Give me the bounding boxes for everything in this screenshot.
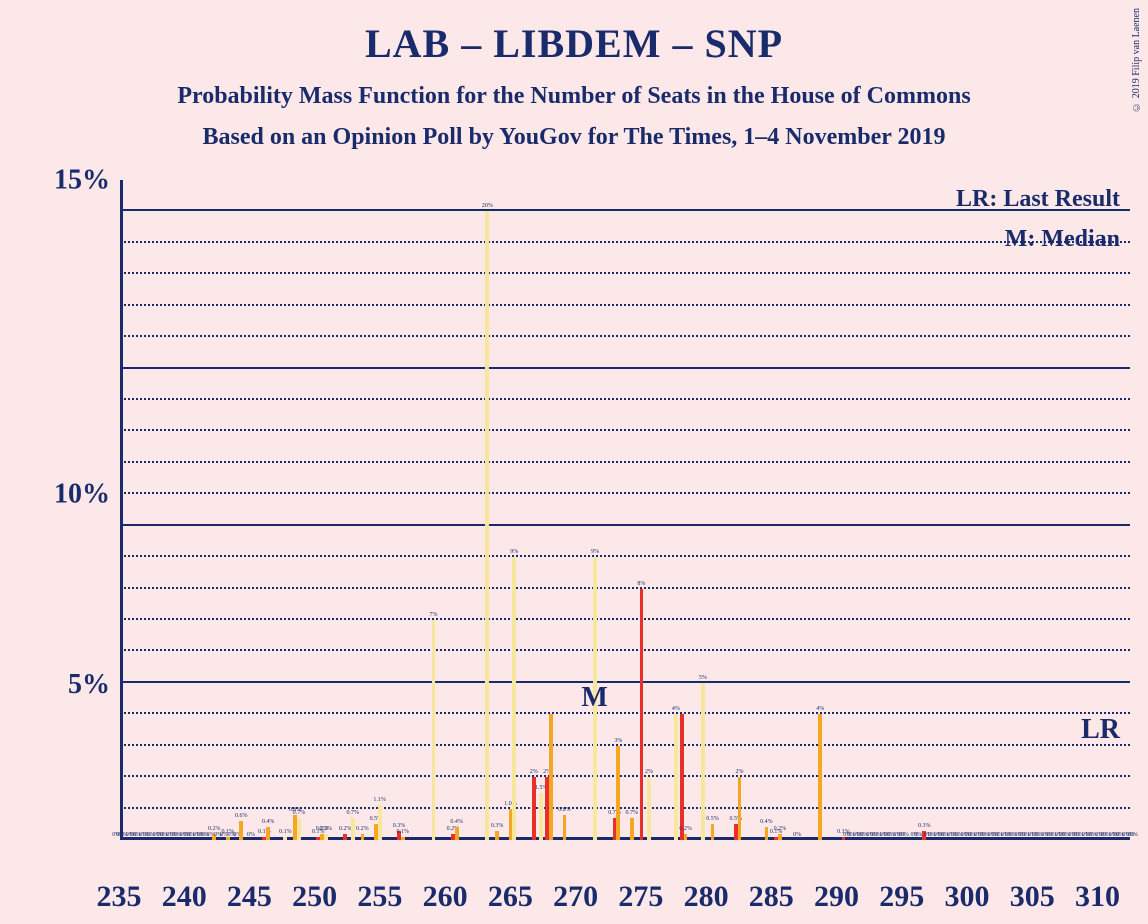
bar-yellow [512, 557, 516, 840]
bar-value-label: 0% [901, 832, 909, 838]
median-marker: M [581, 682, 607, 714]
bar-orange [361, 834, 365, 840]
x-tick-label: 290 [804, 880, 869, 914]
bar-orange [239, 821, 243, 840]
bar-value-label: 0.7% [625, 810, 638, 816]
last-result-marker: LR [1081, 714, 1120, 746]
x-tick-label: 245 [217, 880, 282, 914]
bar-value-label: 0.3% [918, 823, 931, 829]
bar-red [640, 589, 644, 840]
x-tick-label: 260 [413, 880, 478, 914]
bar-orange [684, 834, 688, 840]
x-tick-label: 305 [1000, 880, 1065, 914]
bar-value-label: 1.1% [373, 797, 386, 803]
bar-yellow [647, 777, 651, 840]
bar-value-label: 0.2% [774, 826, 787, 832]
bar-orange [765, 827, 769, 840]
bar-orange [616, 746, 620, 840]
bar-value-label: 0.3% [491, 823, 504, 829]
x-tick-label: 280 [673, 880, 738, 914]
bar-red [680, 714, 684, 840]
x-tick-label: 300 [934, 880, 999, 914]
bar-value-label: 0.5% [706, 816, 719, 822]
bar-value-label: 0.7% [346, 810, 359, 816]
x-tick-label: 235 [86, 880, 151, 914]
chart-subtitle-1: Probability Mass Function for the Number… [0, 83, 1148, 110]
copyright-text: © 2019 Filip van Laenen [1131, 8, 1142, 112]
bar-red [343, 834, 347, 840]
bar-value-label: 4% [672, 706, 680, 712]
bar-value-label: 0.2% [339, 826, 352, 832]
bar-value-label: 0.2% [679, 826, 692, 832]
bar-yellow [485, 211, 489, 840]
bar-value-label: 0.1% [279, 829, 292, 835]
x-tick-label: 250 [282, 880, 347, 914]
bar-value-label: 5% [699, 675, 707, 681]
bar-value-label: 20% [482, 203, 493, 209]
bar-orange [455, 827, 459, 840]
bar-value-label: 0% [247, 832, 255, 838]
x-tick-label: 295 [869, 880, 934, 914]
bar-orange [778, 834, 782, 840]
bar-value-label: 0.3% [393, 823, 406, 829]
bar-yellow [283, 837, 287, 840]
bar-orange [630, 818, 634, 840]
bar-value-label: 0% [914, 832, 922, 838]
bar-value-label: 9% [510, 549, 518, 555]
bar-orange [711, 824, 715, 840]
x-tick-label: 310 [1065, 880, 1130, 914]
bar-value-label: 9% [591, 549, 599, 555]
bar-yellow [674, 714, 678, 840]
bars-container: 0%0%0%0%0%0%0%0%0%0%0%0%0%0%0%0%0%0%0%0%… [120, 180, 1130, 840]
bar-value-label: 4% [816, 706, 824, 712]
chart-subtitle-2: Based on an Opinion Poll by YouGov for T… [0, 124, 1148, 151]
bar-orange [738, 777, 742, 840]
bar-yellow [351, 818, 355, 840]
legend-lr: LR: Last Result [956, 186, 1120, 213]
bar-orange [563, 815, 567, 840]
bar-value-label: 0% [1130, 832, 1138, 838]
bar-orange [495, 831, 499, 840]
bar-yellow [378, 805, 382, 840]
x-tick-label: 255 [347, 880, 412, 914]
chart-plot-area: 0%0%0%0%0%0%0%0%0%0%0%0%0%0%0%0%0%0%0%0%… [120, 180, 1130, 840]
bar-value-label: 0.8% [558, 807, 571, 813]
bar-orange [401, 837, 405, 840]
bar-yellow [324, 834, 328, 840]
legend-m: M: Median [1005, 226, 1120, 253]
x-tick-label: 275 [608, 880, 673, 914]
bar-yellow [539, 793, 543, 840]
x-tick-label: 240 [152, 880, 217, 914]
bar-value-label: 0.6% [235, 813, 248, 819]
bar-yellow [432, 620, 436, 840]
bar-value-label: 0.4% [450, 819, 463, 825]
bar-value-label: 3% [614, 738, 622, 744]
bar-value-label: 2% [735, 769, 743, 775]
bar-value-label: 0.7% [293, 810, 306, 816]
bar-yellow [701, 683, 705, 840]
bar-value-label: 0.2% [356, 826, 369, 832]
x-axis-labels: 2352402452502552602652702752802852902953… [120, 880, 1130, 914]
bar-orange [818, 714, 822, 840]
bar-orange [266, 827, 270, 840]
chart-title: LAB – LIBDEM – SNP [0, 20, 1148, 67]
x-tick-label: 285 [739, 880, 804, 914]
bar-value-label: 0% [793, 832, 801, 838]
bar-value-label: 2% [645, 769, 653, 775]
y-tick-label: 20% [0, 0, 110, 545]
bar-value-label: 0.1% [397, 829, 410, 835]
bar-value-label: 0.2% [208, 826, 221, 832]
bar-value-label: 7% [430, 612, 438, 618]
bar-orange [549, 714, 553, 840]
bar-value-label: 0.2% [320, 826, 333, 832]
x-tick-label: 270 [543, 880, 608, 914]
bar-value-label: 0.4% [760, 819, 773, 825]
bar-value-label: 8% [637, 581, 645, 587]
x-tick-label: 265 [478, 880, 543, 914]
bar-value-label: 0.4% [262, 819, 275, 825]
bar-value-label: 2% [530, 769, 538, 775]
bar-yellow [297, 818, 301, 840]
